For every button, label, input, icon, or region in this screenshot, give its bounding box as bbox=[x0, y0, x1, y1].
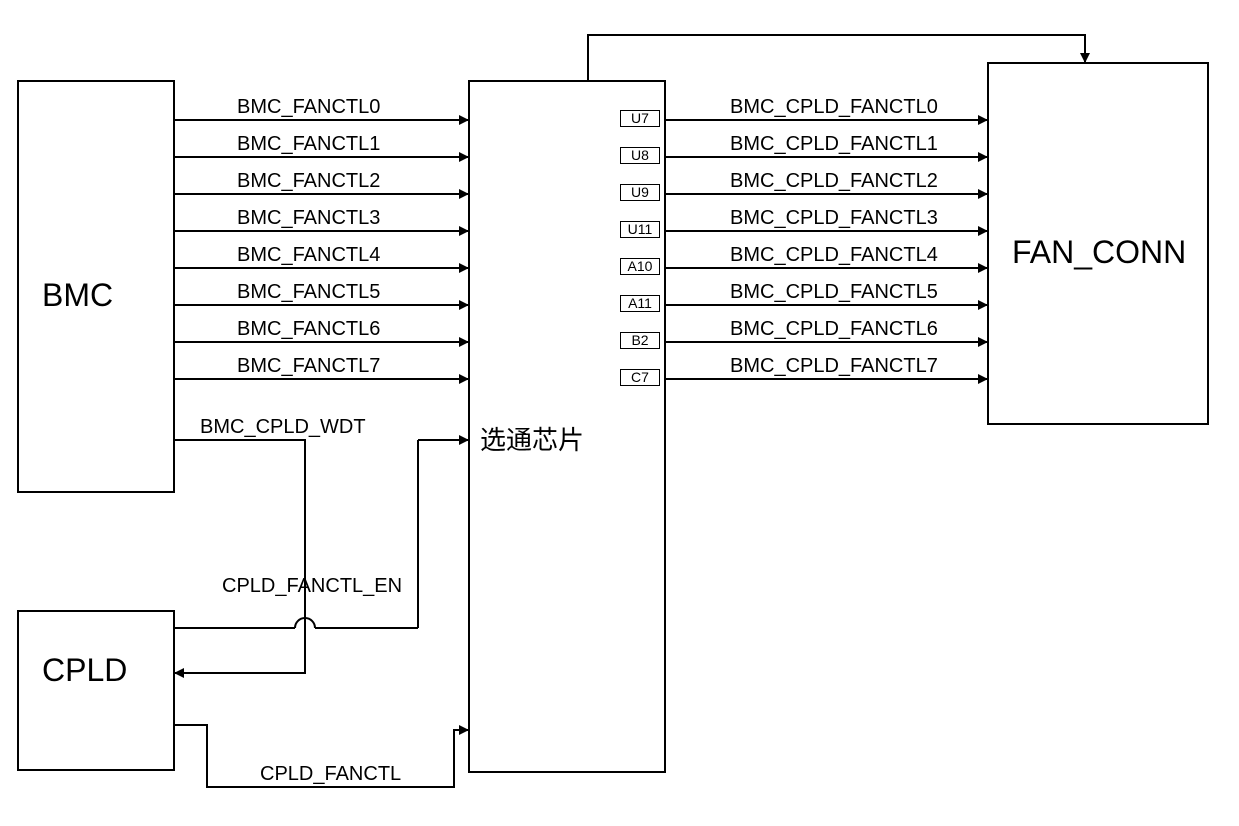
cpld-label: CPLD bbox=[42, 652, 127, 689]
bmc-signal-6: BMC_FANCTL6 bbox=[237, 318, 380, 341]
bmc-wdt-label: BMC_CPLD_WDT bbox=[200, 416, 366, 439]
mux-pin-4: A10 bbox=[620, 258, 660, 275]
bmc-label: BMC bbox=[42, 277, 113, 314]
bmc-signal-4: BMC_FANCTL4 bbox=[237, 244, 380, 267]
mux-pin-3: U11 bbox=[620, 221, 660, 238]
cpld-en-label: CPLD_FANCTL_EN bbox=[222, 575, 402, 598]
bmc-signal-0: BMC_FANCTL0 bbox=[237, 96, 380, 119]
mux-out-signal-4: BMC_CPLD_FANCTL4 bbox=[730, 244, 938, 267]
mux-pin-0: U7 bbox=[620, 110, 660, 127]
bmc-signal-7: BMC_FANCTL7 bbox=[237, 355, 380, 378]
cpld-box: CPLD bbox=[17, 610, 175, 771]
mux-out-signal-1: BMC_CPLD_FANCTL1 bbox=[730, 133, 938, 156]
fan-box: FAN_CONN bbox=[987, 62, 1209, 425]
fan-label: FAN_CONN bbox=[1012, 234, 1186, 271]
mux-out-signal-5: BMC_CPLD_FANCTL5 bbox=[730, 281, 938, 304]
mux-label: 选通芯片 bbox=[480, 420, 584, 457]
mux-out-signal-3: BMC_CPLD_FANCTL3 bbox=[730, 207, 938, 230]
mux-out-signal-0: BMC_CPLD_FANCTL0 bbox=[730, 96, 938, 119]
bmc-signal-5: BMC_FANCTL5 bbox=[237, 281, 380, 304]
mux-pin-1: U8 bbox=[620, 147, 660, 164]
mux-pin-5: A11 bbox=[620, 295, 660, 312]
mux-out-signal-2: BMC_CPLD_FANCTL2 bbox=[730, 170, 938, 193]
mux-out-signal-6: BMC_CPLD_FANCTL6 bbox=[730, 318, 938, 341]
mux-out-signal-7: BMC_CPLD_FANCTL7 bbox=[730, 355, 938, 378]
bmc-signal-3: BMC_FANCTL3 bbox=[237, 207, 380, 230]
mux-pin-6: B2 bbox=[620, 332, 660, 349]
cpld-fanctl-label: CPLD_FANCTL bbox=[260, 763, 401, 786]
mux-pin-7: C7 bbox=[620, 369, 660, 386]
bmc-box: BMC bbox=[17, 80, 175, 493]
bmc-signal-2: BMC_FANCTL2 bbox=[237, 170, 380, 193]
mux-pin-2: U9 bbox=[620, 184, 660, 201]
bmc-signal-1: BMC_FANCTL1 bbox=[237, 133, 380, 156]
